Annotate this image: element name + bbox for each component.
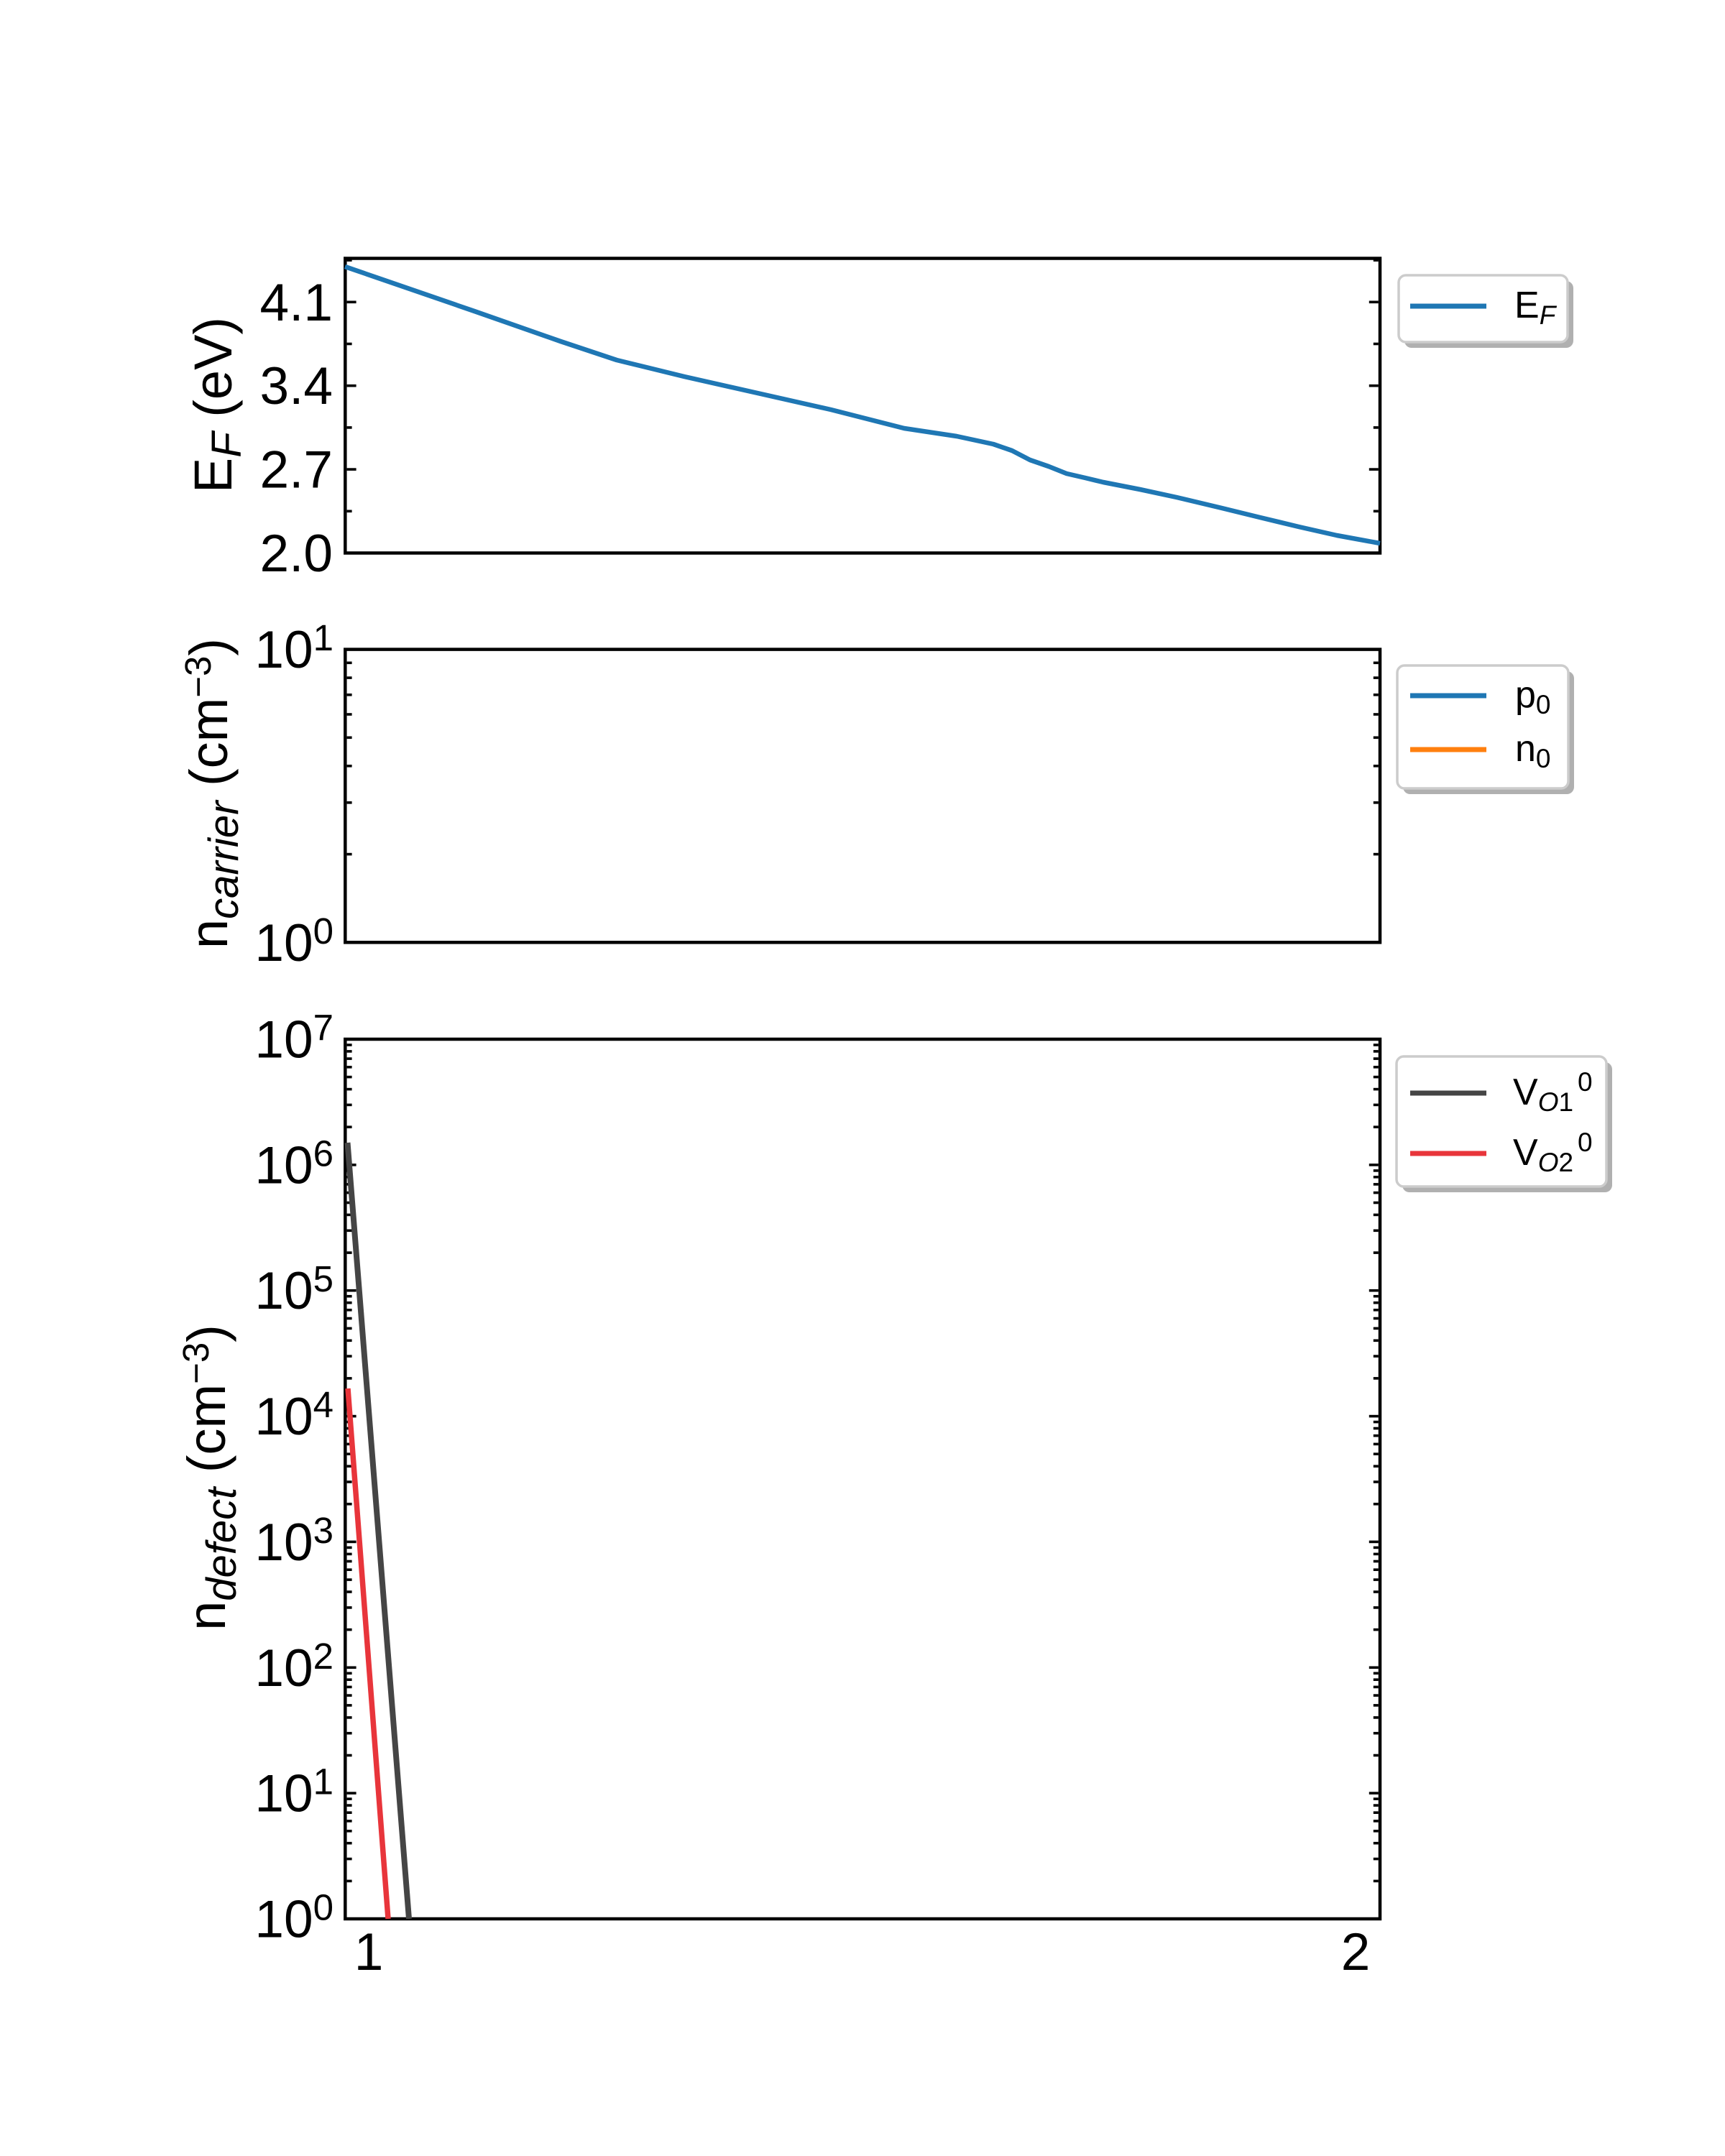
svg-text:2.0: 2.0 bbox=[260, 525, 333, 583]
svg-text:104: 104 bbox=[254, 1384, 334, 1446]
svg-text:1: 1 bbox=[354, 1923, 384, 1981]
svg-text:EF (eV): EF (eV) bbox=[183, 317, 250, 493]
svg-text:3.4: 3.4 bbox=[260, 357, 333, 415]
svg-text:2.7: 2.7 bbox=[260, 441, 333, 499]
svg-text:4.1: 4.1 bbox=[260, 274, 333, 332]
svg-text:101: 101 bbox=[254, 617, 334, 679]
svg-text:2: 2 bbox=[1341, 1923, 1371, 1981]
svg-text:ncarrier (cm−3): ncarrier (cm−3) bbox=[178, 638, 247, 949]
